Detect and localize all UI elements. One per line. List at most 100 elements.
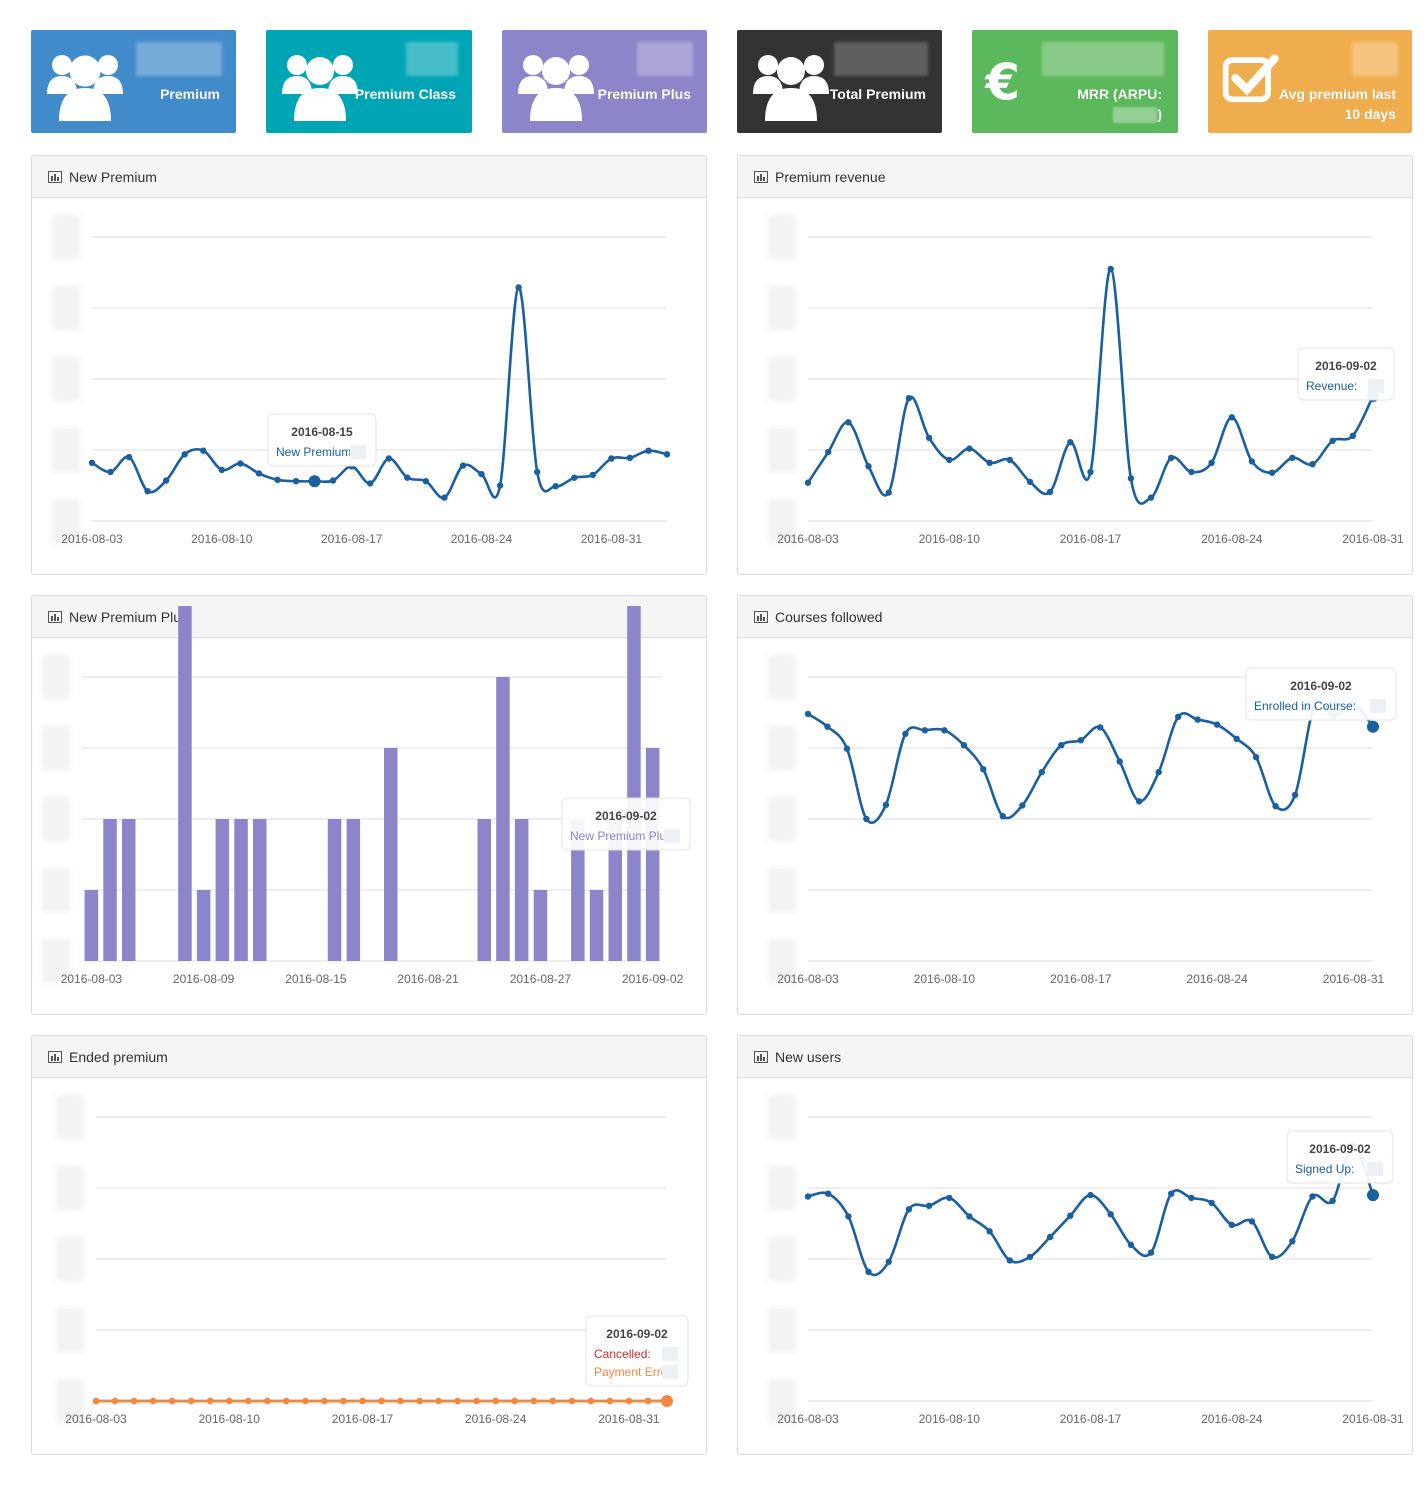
data-point[interactable] (1087, 1191, 1094, 1199)
data-point[interactable] (1136, 798, 1143, 805)
bar[interactable] (533, 890, 548, 961)
data-point[interactable] (1329, 1197, 1336, 1204)
data-point[interactable] (1067, 439, 1074, 446)
data-point[interactable] (1006, 1257, 1013, 1264)
stat-box-avg-premium[interactable]: Avg premium last 10 days (1208, 30, 1412, 133)
data-point[interactable] (1127, 475, 1135, 482)
data-point[interactable] (435, 1397, 442, 1405)
data-point[interactable] (999, 813, 1006, 820)
data-point[interactable] (1289, 1238, 1296, 1245)
chart-new-premium[interactable]: 2016-08-03 2016-08-10 2016-08-17 2016-08-24… (32, 199, 706, 575)
data-point[interactable] (589, 471, 596, 479)
data-point[interactable] (1367, 720, 1379, 733)
data-point[interactable] (422, 478, 430, 485)
data-point[interactable] (1147, 494, 1155, 501)
data-point[interactable] (492, 1397, 499, 1405)
data-point[interactable] (1038, 768, 1045, 776)
data-point[interactable] (1188, 1194, 1195, 1202)
data-point[interactable] (245, 1397, 252, 1405)
data-point[interactable] (986, 1228, 993, 1235)
bar[interactable] (496, 677, 510, 961)
data-point[interactable] (144, 488, 151, 495)
data-point[interactable] (218, 466, 225, 474)
chart-courses-followed[interactable]: 2016-08-03 2016-08-10 2016-08-17 2016-08-24… (738, 639, 1412, 1015)
data-point[interactable] (1309, 1193, 1316, 1200)
data-point[interactable] (966, 1213, 973, 1220)
chart-new-users[interactable]: 2016-08-03 2016-08-10 2016-08-17 2016-08-24… (738, 1079, 1412, 1455)
data-point[interactable] (385, 455, 392, 462)
data-point[interactable] (1006, 456, 1013, 464)
bar[interactable] (103, 819, 117, 961)
data-point[interactable] (804, 1193, 812, 1200)
bar[interactable] (571, 819, 585, 961)
bar[interactable] (253, 819, 267, 961)
data-point[interactable] (188, 1397, 195, 1405)
data-point[interactable] (1228, 1221, 1235, 1229)
data-point[interactable] (1026, 1253, 1034, 1261)
data-point[interactable] (865, 1268, 872, 1275)
data-point[interactable] (416, 1397, 423, 1405)
data-point[interactable] (1067, 1212, 1074, 1219)
data-point[interactable] (1026, 478, 1034, 486)
data-point[interactable] (1155, 768, 1162, 776)
bar[interactable] (346, 819, 361, 961)
data-point[interactable] (587, 1397, 595, 1405)
data-point[interactable] (1058, 742, 1065, 749)
data-point[interactable] (1019, 802, 1026, 809)
bar[interactable] (384, 748, 398, 961)
data-point[interactable] (264, 1397, 271, 1405)
data-point[interactable] (1349, 432, 1356, 439)
data-point[interactable] (125, 453, 133, 461)
data-point[interactable] (459, 462, 467, 469)
data-point[interactable] (960, 742, 968, 749)
data-point[interactable] (946, 456, 953, 464)
data-point[interactable] (530, 1397, 537, 1405)
data-point[interactable] (1268, 469, 1276, 476)
data-point[interactable] (292, 478, 300, 485)
data-point[interactable] (626, 454, 634, 461)
data-point[interactable] (608, 455, 615, 462)
data-point[interactable] (1228, 414, 1235, 421)
data-point[interactable] (496, 482, 504, 489)
data-point[interactable] (88, 459, 96, 466)
data-point[interactable] (534, 468, 541, 476)
data-point[interactable] (568, 1397, 575, 1405)
bar[interactable] (327, 819, 342, 961)
bar[interactable] (645, 748, 660, 961)
data-point[interactable] (1208, 1199, 1215, 1207)
data-point[interactable] (825, 1190, 832, 1197)
data-point[interactable] (302, 1397, 309, 1405)
data-point[interactable] (1248, 458, 1256, 465)
data-point[interactable] (980, 766, 987, 773)
bar[interactable] (84, 890, 99, 961)
data-point[interactable] (1116, 758, 1123, 765)
chart-ended-premium[interactable]: 2016-08-03 2016-08-10 2016-08-17 2016-08-24… (32, 1079, 706, 1455)
data-point[interactable] (1233, 735, 1240, 742)
data-point[interactable] (1309, 461, 1316, 468)
data-point[interactable] (107, 468, 114, 476)
data-point[interactable] (625, 1397, 633, 1405)
data-point[interactable] (511, 1397, 518, 1405)
bar[interactable] (514, 819, 529, 961)
data-point[interactable] (1168, 454, 1175, 461)
data-point[interactable] (378, 1397, 385, 1405)
data-point[interactable] (986, 459, 993, 466)
data-point[interactable] (1252, 754, 1260, 761)
stat-box-mrr[interactable]: € MRR (ARPU:) (972, 30, 1178, 133)
data-point[interactable] (804, 710, 812, 718)
data-point[interactable] (863, 815, 870, 823)
data-point[interactable] (571, 474, 578, 481)
data-point[interactable] (882, 801, 890, 808)
data-point[interactable] (1087, 468, 1094, 476)
data-point[interactable] (644, 1397, 652, 1405)
data-point[interactable] (1367, 1189, 1379, 1202)
data-point[interactable] (168, 1397, 176, 1405)
data-point[interactable] (885, 489, 892, 496)
data-point[interactable] (1248, 1218, 1256, 1225)
data-point[interactable] (905, 395, 913, 402)
data-point[interactable] (1175, 713, 1182, 720)
data-point[interactable] (552, 483, 559, 490)
data-point[interactable] (255, 470, 263, 477)
stat-box-premium-plus[interactable]: Premium Plus (502, 30, 707, 133)
data-point[interactable] (321, 1397, 328, 1405)
